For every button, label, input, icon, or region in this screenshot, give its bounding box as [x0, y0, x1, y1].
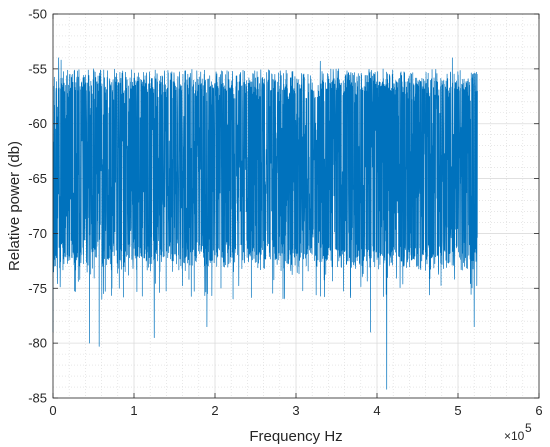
- x-exponent-label: ×10: [504, 429, 525, 443]
- x-tick-label: 6: [535, 403, 542, 418]
- x-tick-label: 0: [49, 403, 56, 418]
- x-tick-label: 5: [454, 403, 461, 418]
- y-axis-label: Relative power (db): [6, 141, 23, 271]
- x-tick-label: 2: [211, 403, 218, 418]
- y-tick-label: -65: [28, 171, 47, 186]
- x-exponent-power: 5: [525, 421, 532, 435]
- x-tick-label: 4: [373, 403, 380, 418]
- y-tick-label: -55: [28, 61, 47, 76]
- x-tick-labels: 0 1 2 3 4 5 6: [49, 403, 542, 418]
- y-tick-label: -50: [28, 7, 47, 22]
- x-tick-label: 1: [130, 403, 137, 418]
- x-tick-label: 3: [292, 403, 299, 418]
- series-line: [52, 57, 478, 390]
- y-tick-labels: -50 -55 -60 -65 -70 -75 -80 -85: [28, 7, 47, 406]
- y-tick-label: -75: [28, 281, 47, 296]
- x-axis-label: Frequency Hz: [249, 428, 342, 445]
- y-tick-label: -60: [28, 116, 47, 131]
- y-tick-label: -80: [28, 336, 47, 351]
- y-tick-label: -85: [28, 391, 47, 406]
- axis-ticks: [52, 13, 540, 399]
- y-tick-label: -70: [28, 226, 47, 241]
- spectrum-trace: [52, 57, 478, 390]
